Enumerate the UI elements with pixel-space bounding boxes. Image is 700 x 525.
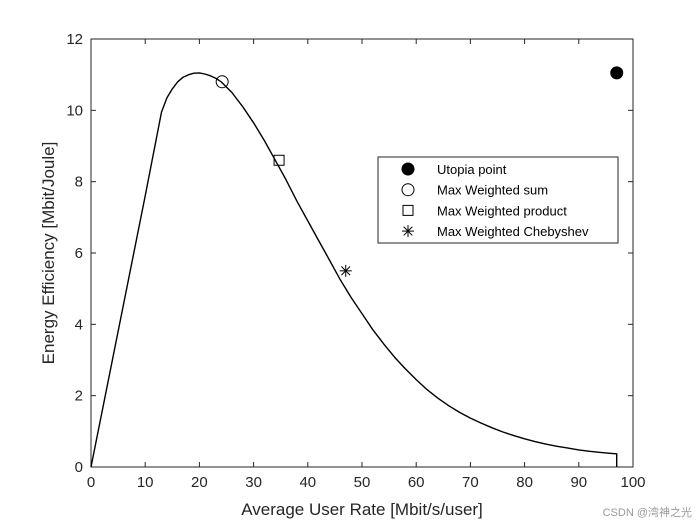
x-tick-label: 30 bbox=[245, 474, 262, 491]
y-tick-label: 4 bbox=[75, 316, 83, 333]
watermark-text: CSDN @湾神之光 bbox=[603, 505, 692, 519]
plot-area bbox=[90, 38, 634, 468]
x-tick-label: 50 bbox=[354, 474, 371, 491]
x-tick-label: 90 bbox=[570, 474, 587, 491]
x-axis-label: Average User Rate [Mbit/s/user] bbox=[241, 500, 483, 519]
y-axis-label: Energy Efficiency [Mbit/Joule] bbox=[39, 142, 58, 365]
legend-label-max-weighted-chebyshev: Max Weighted Chebyshev bbox=[437, 224, 589, 239]
point-utopia-point bbox=[610, 66, 624, 80]
x-tick-label: 20 bbox=[191, 474, 208, 491]
x-tick-label: 0 bbox=[87, 474, 95, 491]
y-tick-label: 0 bbox=[75, 459, 83, 476]
x-tick-label: 40 bbox=[299, 474, 316, 491]
point-max-weighted-sum bbox=[215, 75, 229, 89]
legend-label-max-weighted-product: Max Weighted product bbox=[437, 203, 567, 218]
legend-label-utopia-point: Utopia point bbox=[437, 162, 507, 177]
legend-label-max-weighted-sum: Max Weighted sum bbox=[437, 183, 548, 198]
legend-box bbox=[377, 156, 619, 244]
x-tick-label: 60 bbox=[408, 474, 425, 491]
point-max-weighted-chebyshev bbox=[339, 264, 352, 277]
legend: Utopia point Max Weighted sum Max Weighted… bbox=[377, 156, 619, 244]
x-tick-label: 80 bbox=[516, 474, 533, 491]
y-tick-label: 12 bbox=[66, 31, 83, 48]
y-tick-label: 8 bbox=[75, 174, 83, 191]
points-layer bbox=[215, 66, 624, 277]
legend-marker-max-weighted-chebyshev bbox=[402, 225, 414, 238]
y-axis-ticks: 0 2 4 6 8 10 12 bbox=[66, 31, 633, 476]
series-layer bbox=[90, 72, 618, 468]
x-axis-ticks: 0 10 20 30 40 50 60 70 80 90 100 bbox=[87, 39, 646, 491]
legend-marker-max-weighted-product bbox=[402, 204, 414, 216]
legend-marker-utopia-point bbox=[401, 162, 415, 176]
point-max-weighted-product bbox=[273, 154, 285, 166]
legend-marker-max-weighted-sum bbox=[401, 183, 415, 197]
x-tick-label: 10 bbox=[137, 474, 154, 491]
x-tick-label: 100 bbox=[620, 474, 645, 491]
y-tick-label: 10 bbox=[66, 102, 83, 119]
y-tick-label: 6 bbox=[75, 245, 83, 262]
series-line-pareto-boundary bbox=[90, 72, 618, 468]
y-tick-label: 2 bbox=[75, 388, 83, 405]
x-tick-label: 70 bbox=[462, 474, 479, 491]
